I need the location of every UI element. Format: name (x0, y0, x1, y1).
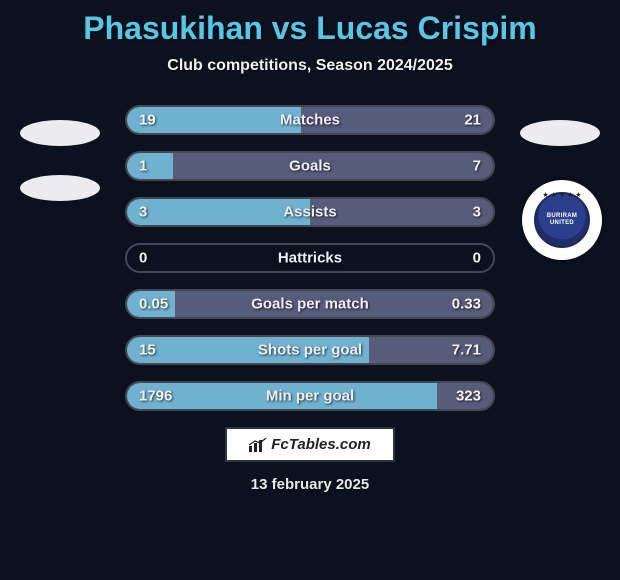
stat-label: Assists (283, 204, 336, 221)
stat-left-value: 1 (139, 158, 147, 175)
stat-label: Hattricks (278, 250, 342, 267)
stats-container: Matches 19 21 Goals 1 7 Assists 3 3 Hattricks 0 0 Go… (125, 105, 495, 411)
stat-left-value: 19 (139, 112, 156, 129)
stat-left-value: 1796 (139, 388, 172, 405)
right-team-crest: ★ ★ ★ ★ ★ BURIRAM UNITED (522, 180, 602, 260)
crest-stars: ★ ★ ★ ★ ★ (536, 191, 588, 199)
stat-right-value: 0 (473, 250, 481, 267)
stat-row: Shots per goal 15 7.71 (125, 335, 495, 365)
stat-right-value: 3 (473, 204, 481, 221)
page-title: Phasukihan vs Lucas Crispim (0, 0, 620, 47)
stat-label: Goals per match (251, 296, 369, 313)
stat-row: Min per goal 1796 323 (125, 381, 495, 411)
stat-row: Matches 19 21 (125, 105, 495, 135)
right-team-shape-1 (520, 120, 600, 146)
stat-fill-left (127, 153, 173, 179)
stat-left-value: 0.05 (139, 296, 168, 313)
stat-row: Assists 3 3 (125, 197, 495, 227)
stat-left-value: 3 (139, 204, 147, 221)
stat-right-value: 0.33 (452, 296, 481, 313)
crest-text: BURIRAM UNITED (536, 213, 588, 226)
stat-label: Shots per goal (258, 342, 362, 359)
stat-row: Goals per match 0.05 0.33 (125, 289, 495, 319)
branding-icon (249, 438, 267, 452)
left-team-shape-2 (20, 175, 100, 201)
date-text: 13 february 2025 (0, 476, 620, 493)
left-team-shape-1 (20, 120, 100, 146)
stat-label: Matches (280, 112, 340, 129)
stat-fill-right (310, 199, 493, 225)
stat-right-value: 21 (464, 112, 481, 129)
stat-row: Hattricks 0 0 (125, 243, 495, 273)
stat-fill-right (173, 153, 493, 179)
stat-label: Goals (289, 158, 331, 175)
stat-label: Min per goal (266, 388, 354, 405)
branding-badge[interactable]: FcTables.com (225, 427, 395, 462)
stat-left-value: 15 (139, 342, 156, 359)
stat-right-value: 7.71 (452, 342, 481, 359)
branding-text: FcTables.com (271, 436, 370, 453)
stat-left-value: 0 (139, 250, 147, 267)
stat-row: Goals 1 7 (125, 151, 495, 181)
stat-right-value: 323 (456, 388, 481, 405)
stat-right-value: 7 (473, 158, 481, 175)
subtitle: Club competitions, Season 2024/2025 (0, 57, 620, 75)
